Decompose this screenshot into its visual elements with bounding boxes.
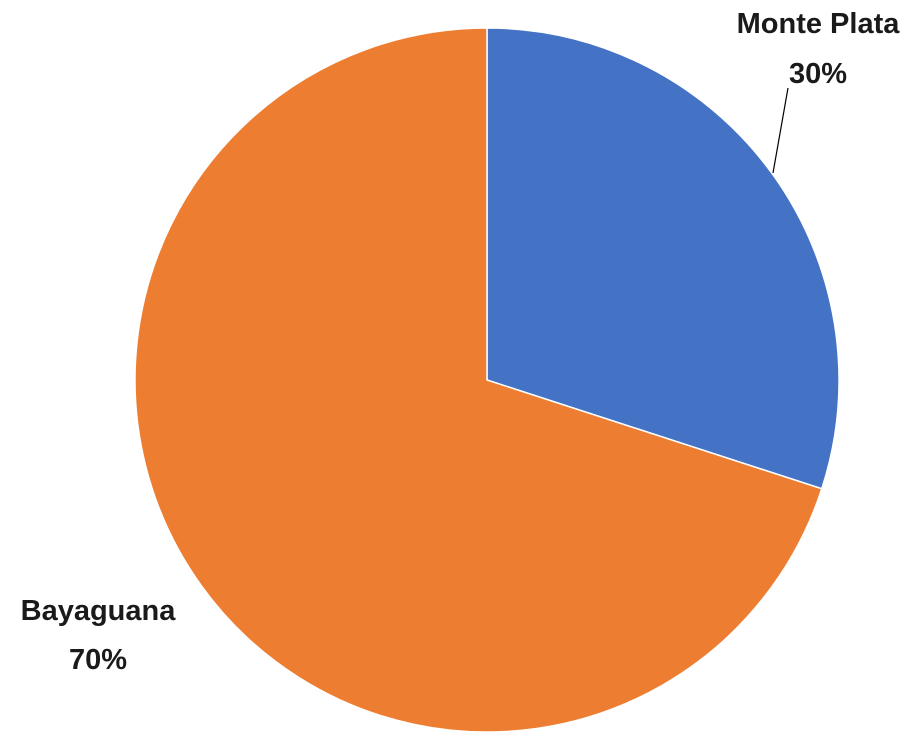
leader-line-monte-plata <box>772 87 789 174</box>
data-label-bayaguana-percent: 70% <box>69 644 127 676</box>
pie-slice-monte-plata <box>486 27 840 490</box>
data-label-bayaguana-name: Bayaguana <box>21 595 177 627</box>
data-label-monte-plata: Monte Plata 30% <box>737 8 901 90</box>
data-label-bayaguana: Bayaguana 70% <box>21 595 177 676</box>
pie-slice-bayaguana <box>134 27 823 733</box>
data-label-monte-plata-percent: 30% <box>789 58 847 90</box>
data-label-monte-plata-name: Monte Plata <box>737 8 901 40</box>
slices-group <box>134 27 840 733</box>
